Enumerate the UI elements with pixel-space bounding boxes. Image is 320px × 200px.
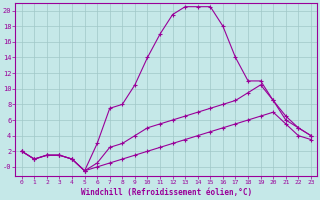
X-axis label: Windchill (Refroidissement éolien,°C): Windchill (Refroidissement éolien,°C) [81,188,252,197]
